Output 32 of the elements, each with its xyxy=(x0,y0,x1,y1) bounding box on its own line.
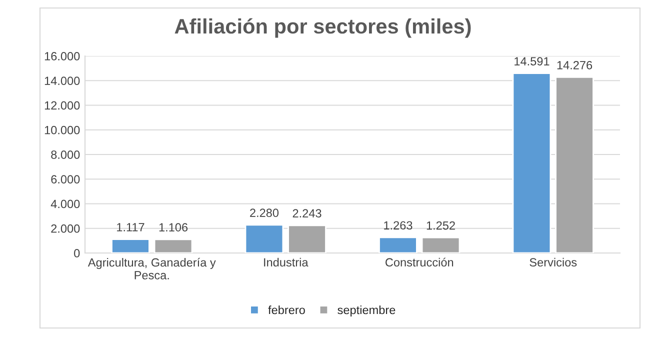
y-tick-label: 14.000 xyxy=(44,76,80,86)
bar xyxy=(288,224,326,253)
legend-label: septiembre xyxy=(338,305,396,316)
data-label: 14.591 xyxy=(514,57,550,66)
data-label: 1.106 xyxy=(159,223,188,232)
bar xyxy=(512,72,552,253)
data-label: 1.117 xyxy=(117,223,144,232)
legend-label: febrero xyxy=(268,305,305,314)
bar xyxy=(555,76,594,253)
data-label: 1.252 xyxy=(426,221,455,230)
y-tick-label: 4.000 xyxy=(50,200,80,208)
y-tick-label: 16.000 xyxy=(44,52,80,60)
y-tick-label: 6.000 xyxy=(51,175,80,184)
x-tick-label: Construcción xyxy=(386,258,454,267)
bar xyxy=(244,224,284,253)
y-tick-label: 8.000 xyxy=(51,150,80,159)
x-tick-label: Industria xyxy=(264,258,308,267)
bar xyxy=(421,236,460,253)
bar xyxy=(154,238,193,253)
y-tick-label: 0 xyxy=(74,249,80,258)
x-tick-label: Servicios xyxy=(530,258,577,267)
data-label: 14.276 xyxy=(557,60,592,70)
x-tick-label: Agricultura, Ganadería y Pesca. xyxy=(88,258,216,280)
y-tick-label: 10.000 xyxy=(44,126,80,134)
bar xyxy=(378,236,418,253)
y-tick-label: 12.000 xyxy=(44,101,80,110)
data-label: 1.263 xyxy=(384,221,412,230)
data-label: 2.243 xyxy=(292,209,322,218)
bar xyxy=(111,238,150,253)
data-label: 2.280 xyxy=(250,208,279,218)
chart-title: Afiliación por sectores (miles) xyxy=(174,18,471,38)
y-tick-label: 2.000 xyxy=(51,224,80,233)
